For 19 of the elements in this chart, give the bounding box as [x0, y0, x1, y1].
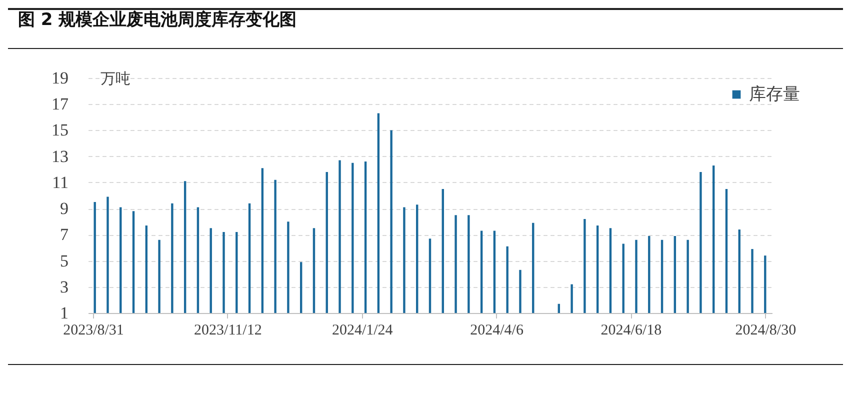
x-tick-label: 2023/11/12 — [194, 322, 262, 338]
x-tick-label: 2024/4/6 — [470, 322, 524, 338]
y-tick-label: 11 — [52, 172, 68, 192]
y-tick-label: 17 — [52, 94, 69, 114]
y-axis-title: 万吨 — [100, 70, 130, 88]
y-tick-label: 7 — [60, 225, 69, 244]
y-tick-label: 19 — [52, 68, 68, 88]
y-tick-label: 1 — [60, 304, 68, 322]
legend-label: 库存量 — [749, 84, 800, 104]
x-tick-label: 2023/8/31 — [63, 322, 124, 338]
x-tick-label: 2024/1/24 — [332, 322, 394, 338]
y-tick-label: 13 — [52, 146, 68, 166]
y-tick-label: 3 — [60, 277, 68, 296]
y-tick-label: 9 — [60, 199, 68, 218]
x-tick-label: 2024/6/18 — [600, 322, 662, 338]
y-tick-label: 15 — [52, 120, 68, 140]
y-tick-label: 5 — [60, 251, 68, 270]
x-tick-label: 2024/8/30 — [735, 322, 796, 338]
chart-title: 图 2 规模企业废电池周度库存变化图 — [18, 10, 297, 30]
